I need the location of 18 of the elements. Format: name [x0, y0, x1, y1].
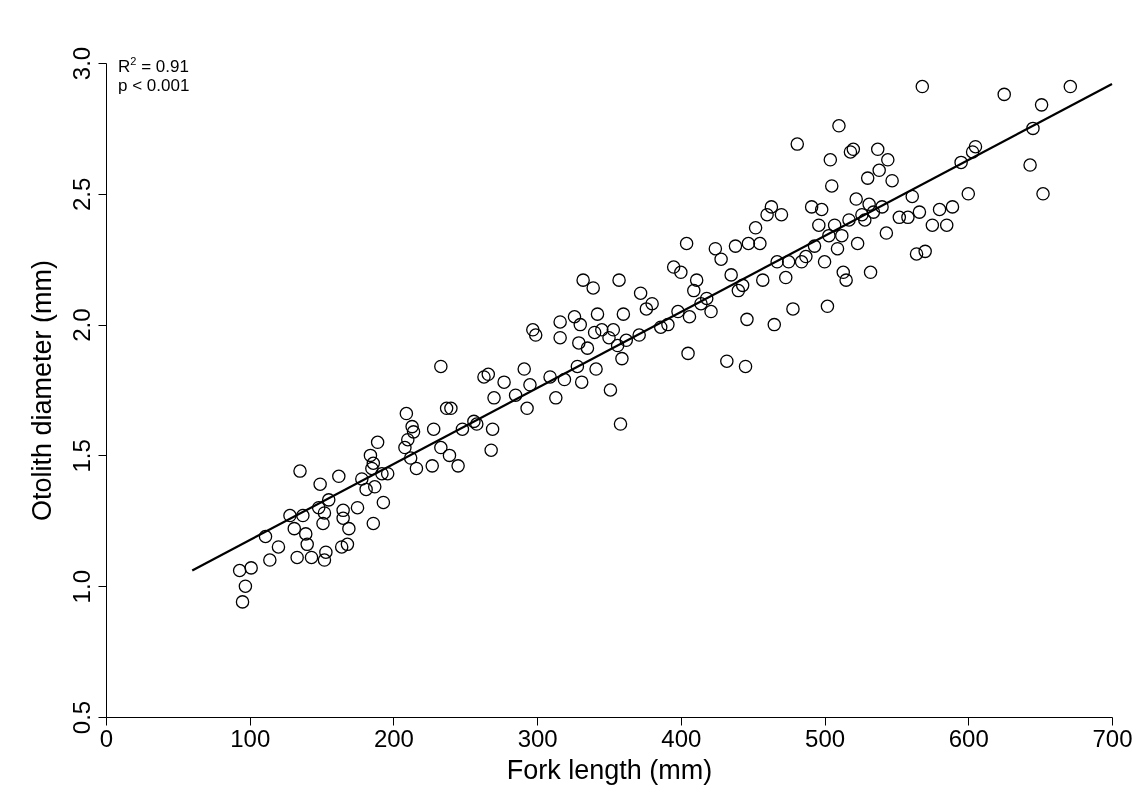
y-axis-title: Otolith diameter (mm)	[26, 259, 57, 522]
x-tick-label: 300	[517, 724, 558, 752]
y-tick-label: 1.5	[67, 439, 95, 473]
x-tick-label: 600	[948, 724, 989, 752]
x-tick-label: 100	[230, 724, 271, 752]
annotation: R$^{2}$ = 0.91	[118, 54, 190, 76]
y-tick-label: 2.5	[67, 177, 95, 211]
x-tick-label: 700	[1092, 724, 1133, 752]
annotation: p < 0.001	[118, 75, 190, 95]
y-tick-label: 0.5	[67, 700, 95, 735]
y-tick-label: 3.0	[67, 46, 95, 81]
y-tick-label: 2.0	[67, 308, 95, 342]
x-axis-title: Fork length (mm)	[506, 754, 713, 785]
x-tick-label: 0	[99, 724, 114, 752]
x-tick-label: 500	[805, 724, 846, 752]
y-tick-label: 1.0	[67, 570, 95, 604]
x-tick-label: 200	[373, 724, 414, 752]
x-tick-label: 400	[661, 724, 702, 752]
